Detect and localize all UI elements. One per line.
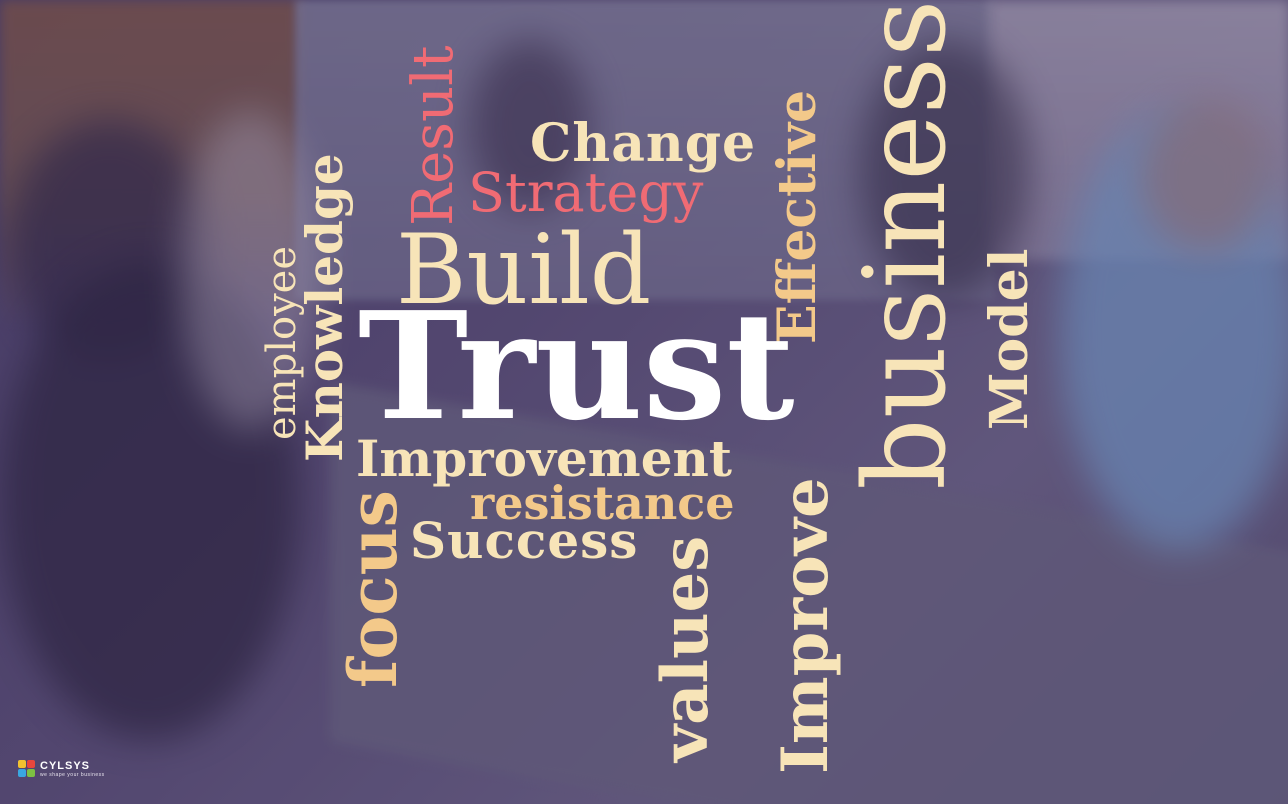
person-silhouette xyxy=(1140,100,1270,250)
word-employee: employee xyxy=(259,245,305,440)
person-silhouette xyxy=(0,260,300,740)
logo-tagline: we shape your business xyxy=(40,772,105,778)
word-change: Change xyxy=(530,113,757,174)
word-improvement: Improvement xyxy=(356,429,732,488)
word-resistance: resistance xyxy=(470,476,735,530)
word-build: Build xyxy=(396,214,652,326)
word-trust: Trust xyxy=(358,279,795,453)
logo-mark-icon xyxy=(18,760,36,778)
word-business: business xyxy=(841,0,971,490)
word-knowledge: Knowledge xyxy=(295,153,354,462)
word-model: Model xyxy=(979,248,1040,430)
logo-name: CYLSYS xyxy=(40,760,91,772)
word-focus: focus xyxy=(334,490,412,688)
word-result: Result xyxy=(401,45,466,226)
person-silhouette xyxy=(860,40,1030,300)
word-success: Success xyxy=(410,511,639,570)
word-improve: Improve xyxy=(768,477,843,774)
cylsys-logo: CYLSYS we shape your business xyxy=(18,760,105,778)
person-silhouette xyxy=(180,110,320,430)
word-strategy: Strategy xyxy=(468,161,704,224)
person-silhouette xyxy=(470,40,590,210)
word-values: values xyxy=(648,535,723,762)
